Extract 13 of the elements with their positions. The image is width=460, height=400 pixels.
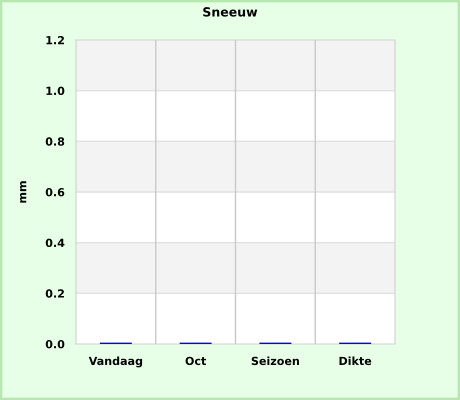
y-tick-label: 0.0 — [46, 340, 64, 348]
y-tick-label: 0.8 — [46, 137, 64, 146]
x-tick-label: Seizoen — [252, 356, 299, 366]
x-tick-label: Dikte — [340, 356, 372, 366]
chart-title: Sneeuw — [203, 7, 258, 17]
x-tick-label: Vandaag — [88, 356, 142, 368]
y-tick-label: 0.6 — [46, 188, 64, 196]
y-tick-label: 1.2 — [46, 36, 64, 44]
y-tick-label: 1.0 — [46, 86, 64, 96]
y-axis-title: mm — [20, 181, 26, 203]
x-tick-label: Oct — [186, 356, 206, 366]
y-tick-label: 0.2 — [46, 289, 64, 298]
y-tick-label: 0.4 — [46, 238, 64, 248]
